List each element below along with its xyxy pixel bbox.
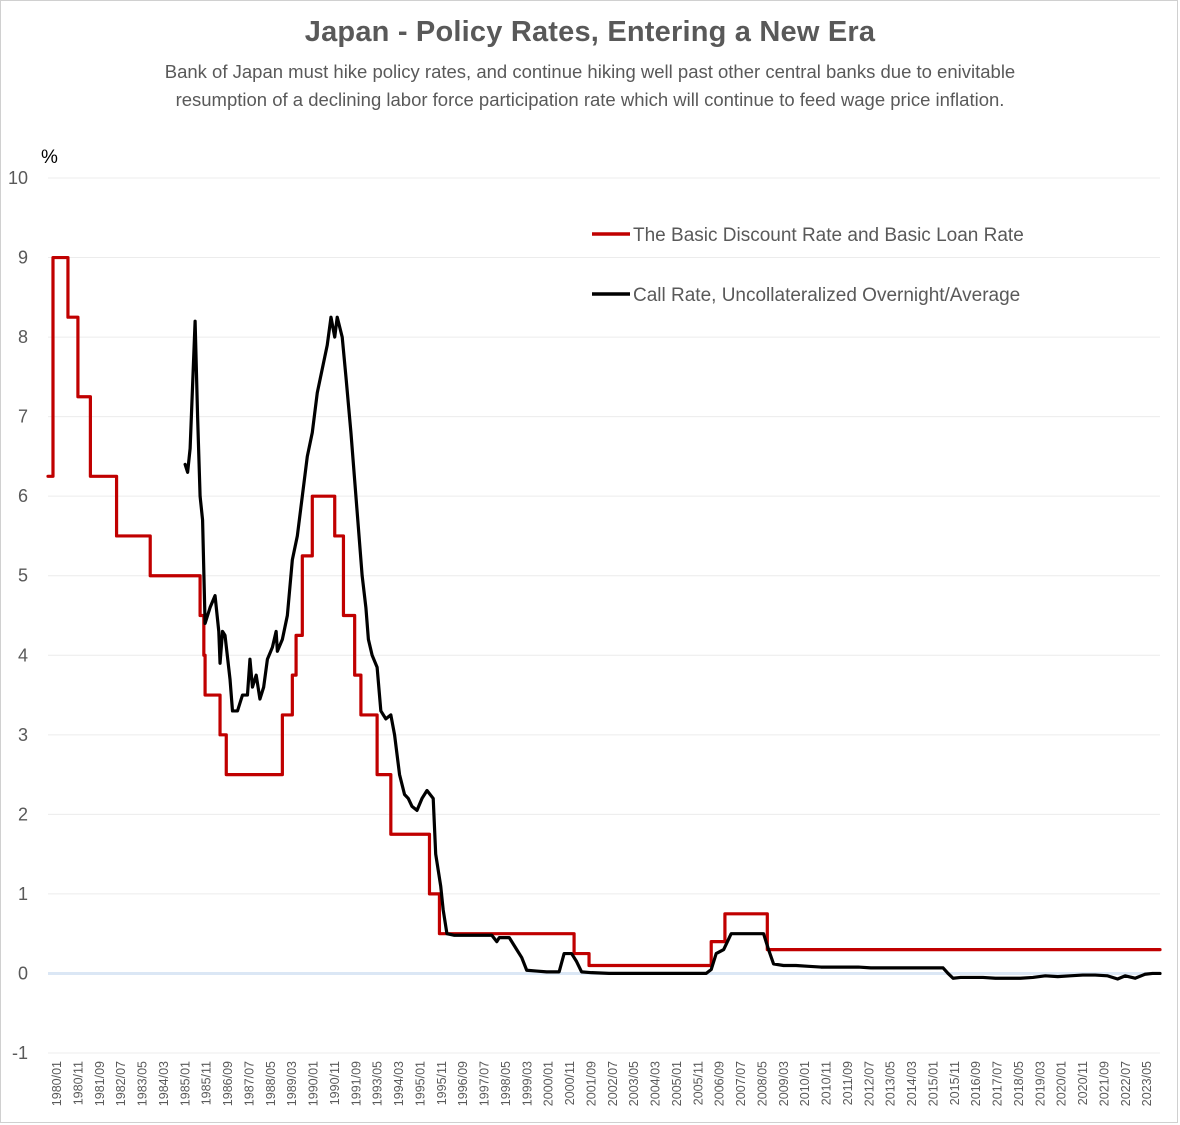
x-tick-label: 1999/03 [520, 1061, 534, 1106]
series-line-0 [46, 255, 1162, 968]
x-tick-label: 2022/07 [1119, 1061, 1133, 1106]
x-tick-label: 2021/09 [1097, 1061, 1111, 1106]
y-tick-label: 10 [8, 168, 28, 188]
legend-label-0: The Basic Discount Rate and Basic Loan R… [633, 225, 1024, 246]
x-axis-ticks: 1980/01 1980/11 1981/09 1982/07 1983/05 1984/… [50, 1061, 1154, 1106]
chart-title: Japan - Policy Rates, Entering a New Era [304, 16, 876, 48]
x-tick-label: 1998/05 [499, 1061, 513, 1106]
x-tick-label: 1995/01 [413, 1061, 427, 1106]
y-tick-label: 9 [18, 248, 28, 268]
x-tick-label: 2008/05 [755, 1061, 769, 1106]
x-tick-label: 1997/07 [478, 1061, 492, 1106]
x-tick-label: 1980/11 [71, 1061, 85, 1105]
x-tick-label: 1995/11 [435, 1061, 449, 1105]
y-tick-label: -1 [12, 1043, 28, 1063]
y-tick-label: 2 [18, 804, 28, 824]
x-tick-label: 1986/09 [221, 1061, 235, 1106]
x-tick-label: 2005/11 [691, 1061, 705, 1105]
x-tick-label: 2019/03 [1033, 1061, 1047, 1106]
x-tick-label: 1983/05 [136, 1061, 150, 1106]
y-tick-label: 1 [18, 884, 28, 904]
x-tick-label: 2000/01 [542, 1061, 556, 1106]
x-tick-label: 1996/09 [456, 1061, 470, 1106]
x-tick-label: 2017/07 [991, 1061, 1005, 1106]
x-tick-label: 2020/01 [1055, 1061, 1069, 1106]
x-tick-label: 2020/11 [1076, 1061, 1090, 1105]
x-tick-label: 1991/09 [349, 1061, 363, 1106]
x-tick-label: 2003/05 [627, 1061, 641, 1106]
x-tick-label: 2004/03 [649, 1061, 663, 1106]
x-tick-label: 1990/11 [328, 1061, 342, 1105]
x-tick-label: 2011/09 [841, 1061, 855, 1105]
x-tick-label: 2009/03 [777, 1061, 791, 1106]
x-tick-label: 1989/03 [285, 1061, 299, 1106]
chart-subtitle-line-1: Bank of Japan must hike policy rates, an… [164, 61, 1016, 82]
y-axis-label: % [41, 147, 58, 168]
x-tick-label: 2006/09 [713, 1061, 727, 1106]
x-tick-label: 1993/05 [371, 1061, 385, 1106]
y-tick-label: 7 [18, 407, 28, 427]
series-line-1 [183, 315, 1162, 981]
x-tick-label: 1980/01 [50, 1061, 64, 1106]
x-tick-label: 2010/11 [820, 1061, 834, 1105]
x-tick-label: 2000/11 [563, 1061, 577, 1105]
y-tick-label: 8 [18, 327, 28, 347]
x-tick-label: 2016/09 [969, 1061, 983, 1106]
y-tick-label: 6 [18, 486, 28, 506]
legend: The Basic Discount Rate and Basic Loan R… [592, 225, 1024, 306]
y-tick-label: 3 [18, 725, 28, 745]
x-tick-label: 2005/01 [670, 1061, 684, 1106]
gridlines [48, 177, 1160, 1054]
y-tick-label: 5 [18, 566, 28, 586]
x-tick-label: 1985/01 [178, 1061, 192, 1106]
x-tick-label: 1984/03 [157, 1061, 171, 1106]
x-tick-label: 1982/07 [114, 1061, 128, 1106]
x-tick-label: 1981/09 [93, 1061, 107, 1106]
x-tick-label: 2010/01 [798, 1061, 812, 1106]
y-tick-label: 4 [18, 645, 28, 665]
x-tick-label: 1987/07 [242, 1061, 256, 1106]
x-tick-label: 2014/03 [905, 1061, 919, 1106]
x-tick-label: 1990/01 [307, 1061, 321, 1106]
x-tick-label: 1985/11 [200, 1061, 214, 1105]
x-tick-label: 2012/07 [862, 1061, 876, 1106]
x-tick-label: 2001/09 [584, 1061, 598, 1106]
series-lines [46, 255, 1162, 981]
x-tick-label: 2007/07 [734, 1061, 748, 1106]
chart-subtitle-line-2: resumption of a declining labor force pa… [175, 89, 1005, 110]
y-axis-ticks: -1 0 1 2 3 4 5 6 7 8 9 10 [8, 168, 28, 1063]
x-tick-label: 2018/05 [1012, 1061, 1026, 1106]
x-tick-label: 2023/05 [1140, 1061, 1154, 1106]
x-tick-label: 2015/01 [926, 1061, 940, 1106]
legend-label-1: Call Rate, Uncollateralized Overnight/Av… [633, 285, 1020, 306]
x-tick-label: 2013/05 [884, 1061, 898, 1106]
y-tick-label: 0 [18, 963, 28, 983]
x-tick-label: 2002/07 [606, 1061, 620, 1106]
x-tick-label: 1988/05 [264, 1061, 278, 1106]
x-tick-label: 1994/03 [392, 1061, 406, 1106]
x-tick-label: 2015/11 [948, 1061, 962, 1105]
